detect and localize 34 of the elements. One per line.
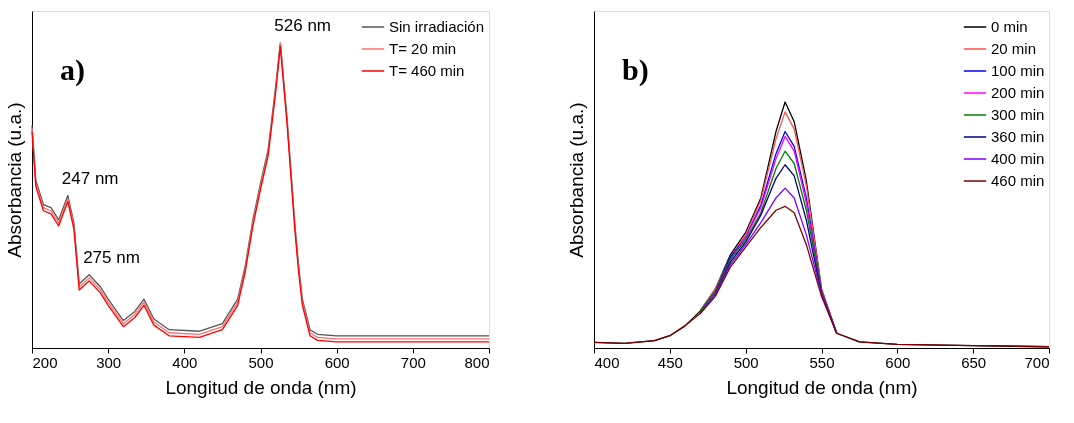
x-tick-label: 700 <box>400 353 426 371</box>
legend-label: 20 min <box>991 40 1037 57</box>
x-tick-label: 650 <box>961 353 987 371</box>
y-axis-title: Absorbancia (u.a.) <box>3 102 25 258</box>
legend-label: 400 min <box>991 150 1045 167</box>
x-tick-label: 600 <box>324 353 350 371</box>
annotation: 275 nm <box>83 247 140 267</box>
legend-label: T= 20 min <box>389 40 457 57</box>
legend-label: 360 min <box>991 128 1045 145</box>
x-axis-title: Longitud de onda (nm) <box>726 376 918 398</box>
text: b) <box>622 53 649 87</box>
annotation: 526 nm <box>274 16 332 36</box>
legend-label: T= 460 min <box>389 62 465 79</box>
x-tick-label: 200 <box>32 353 58 371</box>
x-tick-label: 800 <box>464 353 490 371</box>
annotation: 247 nm <box>61 168 119 188</box>
x-tick-label: 550 <box>809 353 835 371</box>
x-tick-label: 400 <box>172 353 198 371</box>
x-axis-title: Longitud de onda (nm) <box>165 376 357 398</box>
legend-label: 0 min <box>991 18 1028 35</box>
x-tick-label: 600 <box>885 353 911 371</box>
x-tick-label: 400 <box>594 353 620 371</box>
legend-label: Sin irradiación <box>389 18 485 35</box>
x-tick-label: 300 <box>96 353 122 371</box>
legend-label: 200 min <box>991 84 1045 101</box>
x-tick-label: 500 <box>248 353 274 371</box>
x-tick-label: 500 <box>733 353 759 371</box>
annotation: a) <box>60 53 85 87</box>
x-tick-label: 700 <box>1024 353 1050 371</box>
legend-label: 300 min <box>991 106 1045 123</box>
y-axis-title: Absorbancia (u.a.) <box>565 102 587 258</box>
legend-label: 460 min <box>991 172 1045 189</box>
legend-label: 100 min <box>991 62 1045 79</box>
x-tick-label: 450 <box>657 353 683 371</box>
